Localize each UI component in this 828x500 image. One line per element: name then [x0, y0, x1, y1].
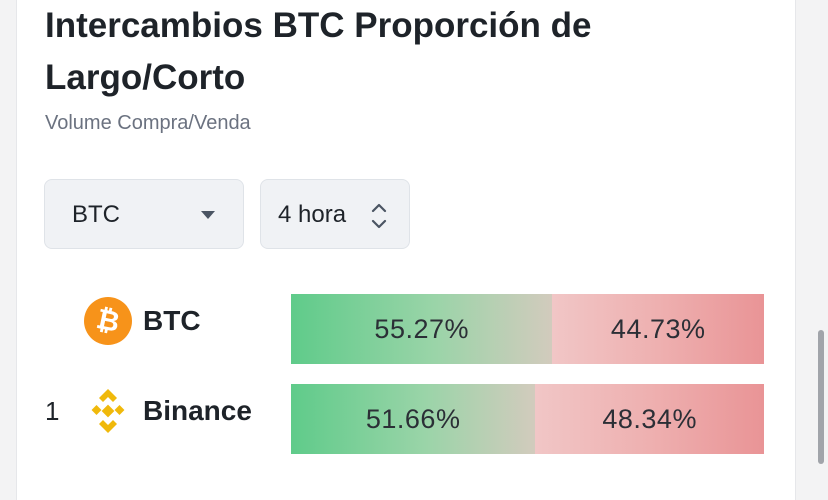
long-short-bar: 55.27% 44.73% [291, 294, 764, 364]
page-subtitle: Volume Compra/Venda [45, 112, 251, 134]
short-percent: 48.34% [602, 404, 697, 434]
exchange-name: Binance [143, 395, 252, 426]
bitcoin-icon: ₿ [84, 297, 132, 345]
binance-icon [91, 389, 125, 433]
caret-down-icon [201, 211, 215, 219]
long-percent: 51.66% [365, 404, 461, 434]
long-segment: 55.27% [291, 294, 553, 364]
short-segment: 48.34% [535, 384, 764, 454]
exchange-name: BTC [143, 305, 201, 336]
short-percent: 44.73% [610, 314, 706, 344]
coin-select-value: BTC [72, 201, 120, 228]
scrollbar-thumb[interactable] [818, 330, 824, 464]
row-rank: 1 [45, 396, 60, 426]
up-down-chevron-icon [371, 203, 387, 229]
page-title: Intercambios BTC Proporción de Largo/Cor… [45, 6, 592, 97]
long-short-bar: 51.66% 48.34% [291, 384, 764, 454]
coin-select[interactable]: BTC [44, 179, 244, 249]
timeframe-select[interactable]: 4 hora [260, 179, 410, 249]
timeframe-select-value: 4 hora [278, 201, 347, 228]
long-segment: 51.66% [291, 384, 536, 454]
long-percent: 55.27% [374, 314, 469, 344]
short-segment: 44.73% [552, 294, 764, 364]
